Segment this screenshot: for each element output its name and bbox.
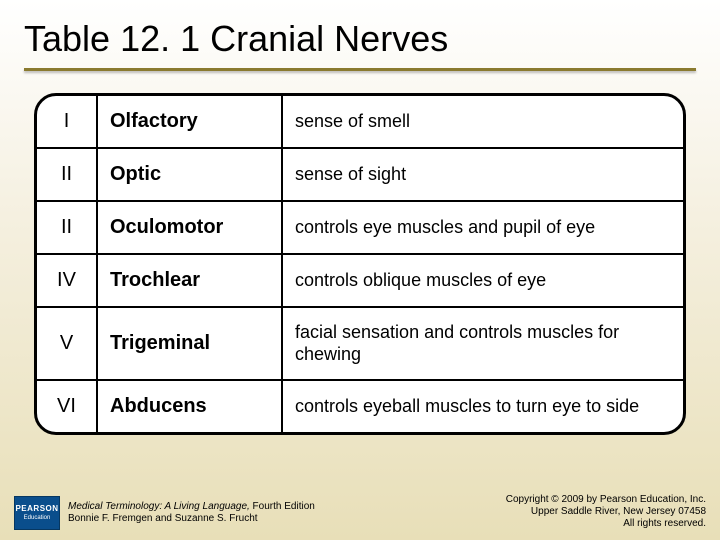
nerve-name: Olfactory xyxy=(97,96,282,148)
table-row: II Oculomotor controls eye muscles and p… xyxy=(37,201,683,254)
nerve-number: V xyxy=(37,307,97,380)
copyright-line: Copyright © 2009 by Pearson Education, I… xyxy=(506,494,706,506)
copyright-block: Copyright © 2009 by Pearson Education, I… xyxy=(506,494,706,530)
nerve-name: Abducens xyxy=(97,380,282,432)
footer-left: PEARSON Education Medical Terminology: A… xyxy=(14,496,315,530)
book-edition: Fourth Edition xyxy=(250,501,315,512)
nerve-number: IV xyxy=(37,254,97,307)
book-title: Medical Terminology: A Living Language, xyxy=(68,501,250,512)
cranial-nerves-table: I Olfactory sense of smell II Optic sens… xyxy=(34,93,686,435)
table-row: I Olfactory sense of smell xyxy=(37,96,683,148)
nerve-name: Oculomotor xyxy=(97,201,282,254)
table-row: VI Abducens controls eyeball muscles to … xyxy=(37,380,683,432)
nerve-desc: controls eye muscles and pupil of eye xyxy=(282,201,683,254)
logo-text-top: PEARSON xyxy=(15,505,58,513)
nerve-desc: controls eyeball muscles to turn eye to … xyxy=(282,380,683,432)
nerve-desc: controls oblique muscles of eye xyxy=(282,254,683,307)
table-row: IV Trochlear controls oblique muscles of… xyxy=(37,254,683,307)
logo-text-bottom: Education xyxy=(24,515,51,521)
nerve-number: II xyxy=(37,148,97,201)
nerve-number: VI xyxy=(37,380,97,432)
nerve-number: II xyxy=(37,201,97,254)
copyright-line: All rights reserved. xyxy=(506,518,706,530)
nerve-name: Trigeminal xyxy=(97,307,282,380)
pearson-logo: PEARSON Education xyxy=(14,496,60,530)
book-authors: Bonnie F. Fremgen and Suzanne S. Frucht xyxy=(68,513,315,525)
nerve-name: Trochlear xyxy=(97,254,282,307)
nerve-desc: facial sensation and controls muscles fo… xyxy=(282,307,683,380)
nerve-number: I xyxy=(37,96,97,148)
title-underline xyxy=(24,68,696,71)
copyright-line: Upper Saddle River, New Jersey 07458 xyxy=(506,506,706,518)
nerve-desc: sense of smell xyxy=(282,96,683,148)
book-info: Medical Terminology: A Living Language, … xyxy=(68,501,315,525)
nerve-desc: sense of sight xyxy=(282,148,683,201)
table-row: II Optic sense of sight xyxy=(37,148,683,201)
slide-footer: PEARSON Education Medical Terminology: A… xyxy=(0,494,720,530)
nerve-name: Optic xyxy=(97,148,282,201)
table-row: V Trigeminal facial sensation and contro… xyxy=(37,307,683,380)
slide-title: Table 12. 1 Cranial Nerves xyxy=(0,0,720,68)
